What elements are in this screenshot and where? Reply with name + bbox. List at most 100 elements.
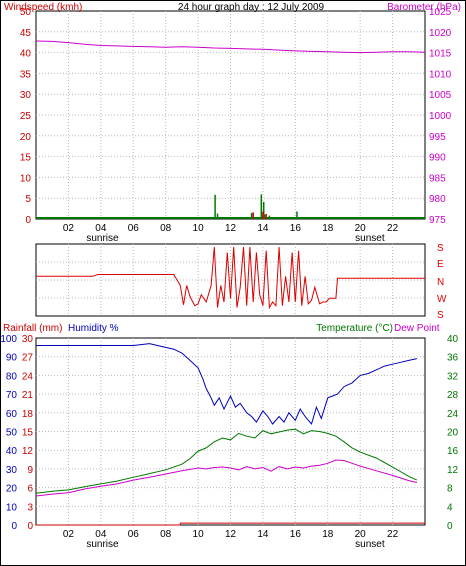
windspeed-tick-label: 35 (20, 69, 32, 80)
wind-direction-label: S (437, 243, 444, 254)
windspeed-axis-title: Windspeed (kmh) (4, 2, 82, 13)
temperature-axis-title: Temperature (°C) (316, 323, 393, 334)
hour-tick-label: 16 (290, 529, 302, 540)
rainfall-tick-label: 30 (22, 334, 34, 345)
hour-tick-label: 20 (355, 529, 367, 540)
temperature-tick-label: 16 (447, 446, 459, 457)
hour-tick-label: 08 (160, 223, 172, 234)
humidity-tick-label: 20 (6, 484, 18, 495)
barometer-tick-label: 1005 (429, 90, 452, 101)
temperature-tick-label: 0 (447, 521, 453, 532)
wind-direction-line (36, 246, 425, 310)
barometer-tick-label: 1010 (429, 69, 452, 80)
temperature-tick-label: 8 (447, 484, 453, 495)
barometer-tick-label: 1015 (429, 49, 452, 60)
hour-tick-label: 12 (225, 529, 237, 540)
humidity-tick-label: 0 (11, 521, 17, 532)
hour-tick-label: 22 (387, 529, 399, 540)
hour-tick-label: 14 (257, 529, 269, 540)
hour-tick-label: 16 (290, 223, 302, 234)
sunset-label: sunset (355, 233, 385, 244)
barometer-tick-label: 1025 (429, 7, 452, 18)
barometer-tick-label: 1000 (429, 111, 452, 122)
rainfall-tick-label: 27 (22, 353, 34, 364)
windspeed-tick-label: 5 (25, 194, 31, 205)
barometer-tick-label: 1020 (429, 28, 452, 39)
hour-tick-label: 02 (63, 223, 75, 234)
windspeed-tick-label: 15 (20, 153, 32, 164)
rainfall-tick-label: 12 (22, 446, 34, 457)
hour-tick-label: 12 (225, 223, 237, 234)
windspeed-tick-label: 25 (20, 111, 32, 122)
barometer-tick-label: 975 (429, 215, 446, 226)
wind-direction-label: N (437, 277, 444, 288)
rainfall-tick-label: 24 (22, 371, 34, 382)
hour-tick-label: 14 (257, 223, 269, 234)
windspeed-tick-label: 40 (20, 49, 32, 60)
temperature-tick-label: 20 (447, 428, 459, 439)
barometer-tick-label: 990 (429, 153, 446, 164)
wind-direction-label: E (437, 259, 444, 270)
wind-direction-label: W (437, 294, 447, 305)
humidity-tick-label: 30 (6, 465, 18, 476)
hour-tick-label: 02 (63, 529, 75, 540)
rainfall-tick-label: 15 (22, 428, 34, 439)
windspeed-tick-label: 30 (20, 90, 32, 101)
humidity-tick-label: 80 (6, 371, 18, 382)
humidity-tick-label: 40 (6, 446, 18, 457)
windspeed-tick-label: 0 (25, 215, 31, 226)
rainfall-tick-label: 18 (22, 409, 34, 420)
windspeed-tick-label: 20 (20, 132, 32, 143)
humidity-axis-title: Humidity % (68, 323, 119, 334)
hour-tick-label: 18 (322, 223, 334, 234)
sunset-label: sunset (355, 539, 385, 550)
hour-tick-label: 08 (160, 529, 172, 540)
humidity-tick-label: 10 (6, 502, 18, 513)
humidity-tick-label: 90 (6, 353, 18, 364)
hour-tick-label: 18 (322, 529, 334, 540)
temperature-tick-label: 32 (447, 371, 459, 382)
hour-tick-label: 10 (193, 223, 205, 234)
barometer-line (35, 40, 426, 54)
temperature-tick-label: 36 (447, 353, 459, 364)
wind-direction-label: S (437, 310, 444, 321)
barometer-tick-label: 995 (429, 132, 446, 143)
rainfall-tick-label: 6 (27, 484, 33, 495)
temperature-tick-label: 28 (447, 390, 459, 401)
dewpoint-axis-title: Dew Point (394, 323, 440, 334)
rainfall-tick-label: 0 (27, 521, 33, 532)
rainfall-tick-label: 9 (27, 465, 33, 476)
humidity-tick-label: 60 (6, 409, 18, 420)
hour-tick-label: 04 (95, 223, 107, 234)
dewpoint-line (35, 459, 418, 497)
hour-tick-label: 06 (128, 529, 140, 540)
humidity-tick-label: 70 (6, 390, 18, 401)
hour-tick-label: 10 (193, 529, 205, 540)
hour-tick-label: 04 (95, 529, 107, 540)
temperature-tick-label: 12 (447, 465, 459, 476)
sunrise-label: sunrise (86, 233, 119, 244)
rainfall-axis-title: Rainfall (mm) (3, 323, 62, 334)
windspeed-tick-label: 45 (20, 28, 32, 39)
humidity-line (36, 343, 418, 426)
hour-tick-label: 06 (128, 223, 140, 234)
rainfall-tick-label: 3 (27, 502, 33, 513)
temperature-line (35, 428, 418, 494)
humidity-tick-label: 100 (1, 334, 17, 345)
rainfall-line (36, 522, 425, 526)
hour-tick-label: 20 (355, 223, 367, 234)
temperature-tick-label: 4 (447, 502, 453, 513)
barometer-tick-label: 980 (429, 194, 446, 205)
temperature-tick-label: 40 (447, 334, 459, 345)
barometer-axis-title: Barometer (hPa) (387, 2, 461, 13)
barometer-tick-label: 985 (429, 173, 446, 184)
windspeed-tick-label: 50 (20, 7, 32, 18)
humidity-tick-label: 50 (6, 428, 18, 439)
chart-title: 24 hour graph day : 12 July 2009 (178, 2, 325, 13)
hour-tick-label: 22 (387, 223, 399, 234)
temperature-tick-label: 24 (447, 409, 459, 420)
rainfall-tick-label: 21 (22, 390, 34, 401)
windspeed-tick-label: 10 (20, 173, 32, 184)
